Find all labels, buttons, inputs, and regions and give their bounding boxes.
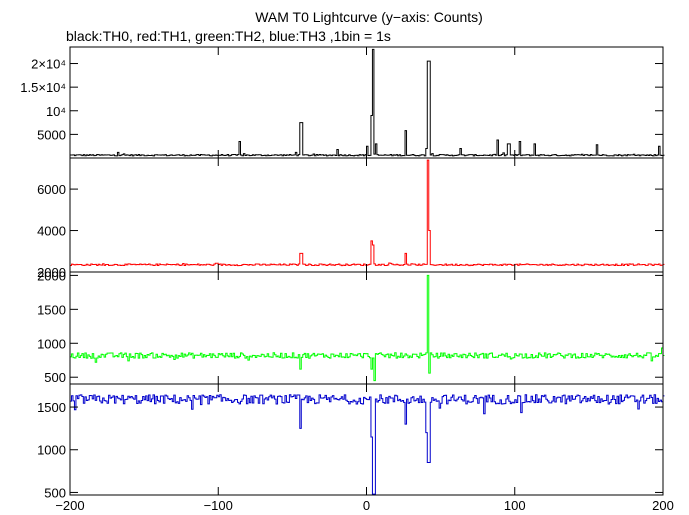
chart-subtitle: black:TH0, red:TH1, green:TH2, blue:TH3 … bbox=[66, 28, 391, 44]
y-tick-label: 1500 bbox=[37, 302, 66, 317]
y-tick-label: 1000 bbox=[37, 336, 66, 351]
panel-th0: 5000 10⁴ 1.5×10⁴ 2×10⁴ bbox=[20, 46, 665, 159]
x-axis: −200 −100 0 100 200 bbox=[55, 498, 674, 513]
panel-frame bbox=[69, 157, 664, 273]
series-th1 bbox=[70, 159, 665, 267]
x-tick-label: 100 bbox=[504, 498, 526, 513]
y-tick-label: 2×10⁴ bbox=[31, 57, 66, 72]
x-tick-label: 0 bbox=[363, 498, 370, 513]
chart-title: WAM T0 Lightcurve (y−axis: Counts) bbox=[255, 9, 483, 25]
y-tick-label: 500 bbox=[44, 485, 66, 500]
y-tick-label: 2000 bbox=[37, 265, 66, 280]
y-tick-label: 4000 bbox=[37, 224, 66, 239]
panel-th1: 2000 4000 6000 bbox=[37, 157, 665, 280]
y-tick-label: 2000 bbox=[37, 268, 66, 283]
x-tick-label: −100 bbox=[204, 498, 233, 513]
panel-th3: 500 1000 1500 bbox=[37, 383, 665, 500]
x-tick-label: −200 bbox=[55, 498, 84, 513]
y-tick-label: 1.5×10⁴ bbox=[20, 80, 66, 95]
series-th2 bbox=[70, 274, 665, 382]
y-tick-label: 1000 bbox=[37, 443, 66, 458]
y-tick-label: 5000 bbox=[37, 127, 66, 142]
y-tick-label: 6000 bbox=[37, 182, 66, 197]
y-tick-label: 1500 bbox=[37, 400, 66, 415]
panel-th2: 500 1000 1500 2000 bbox=[37, 268, 665, 385]
y-tick-label: 10⁴ bbox=[46, 104, 66, 119]
x-tick-label: 200 bbox=[652, 498, 674, 513]
panels: 5000 10⁴ 1.5×10⁴ 2×10⁴ 2000 4000 6000 500 1000 15… bbox=[20, 46, 665, 500]
panel-frame bbox=[69, 46, 664, 159]
y-tick-label: 500 bbox=[44, 370, 66, 385]
series-th3 bbox=[70, 394, 665, 495]
panel-frame bbox=[69, 271, 664, 385]
series-th0 bbox=[70, 48, 665, 157]
